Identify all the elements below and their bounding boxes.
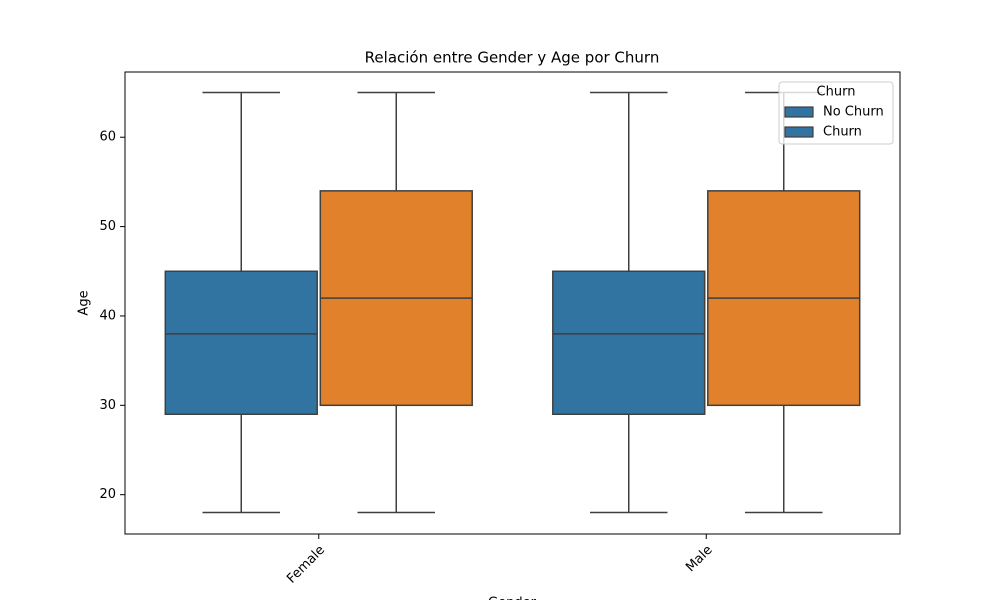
chart-title: Relación entre Gender y Age por Churn (365, 49, 660, 67)
box-group (552, 91, 706, 514)
legend-title: Churn (817, 85, 856, 100)
y-tick-label: 30 (99, 398, 116, 413)
plot-frame (124, 71, 901, 535)
y-tick-label: 40 (99, 308, 116, 323)
box (552, 270, 706, 416)
legend-label: No Churn (823, 105, 884, 120)
y-tick-label: 60 (99, 130, 116, 145)
box-group (707, 91, 861, 514)
box-group (319, 91, 473, 514)
legend-label: Churn (823, 125, 862, 140)
y-tick-label: 20 (99, 487, 116, 502)
box-group (164, 91, 318, 514)
x-axis-label: Gender (488, 596, 537, 600)
box (164, 270, 318, 416)
y-axis-label: Age (77, 290, 92, 315)
y-tick-label: 50 (99, 219, 116, 234)
legend-swatch (784, 126, 814, 138)
legend-swatch (784, 106, 814, 118)
